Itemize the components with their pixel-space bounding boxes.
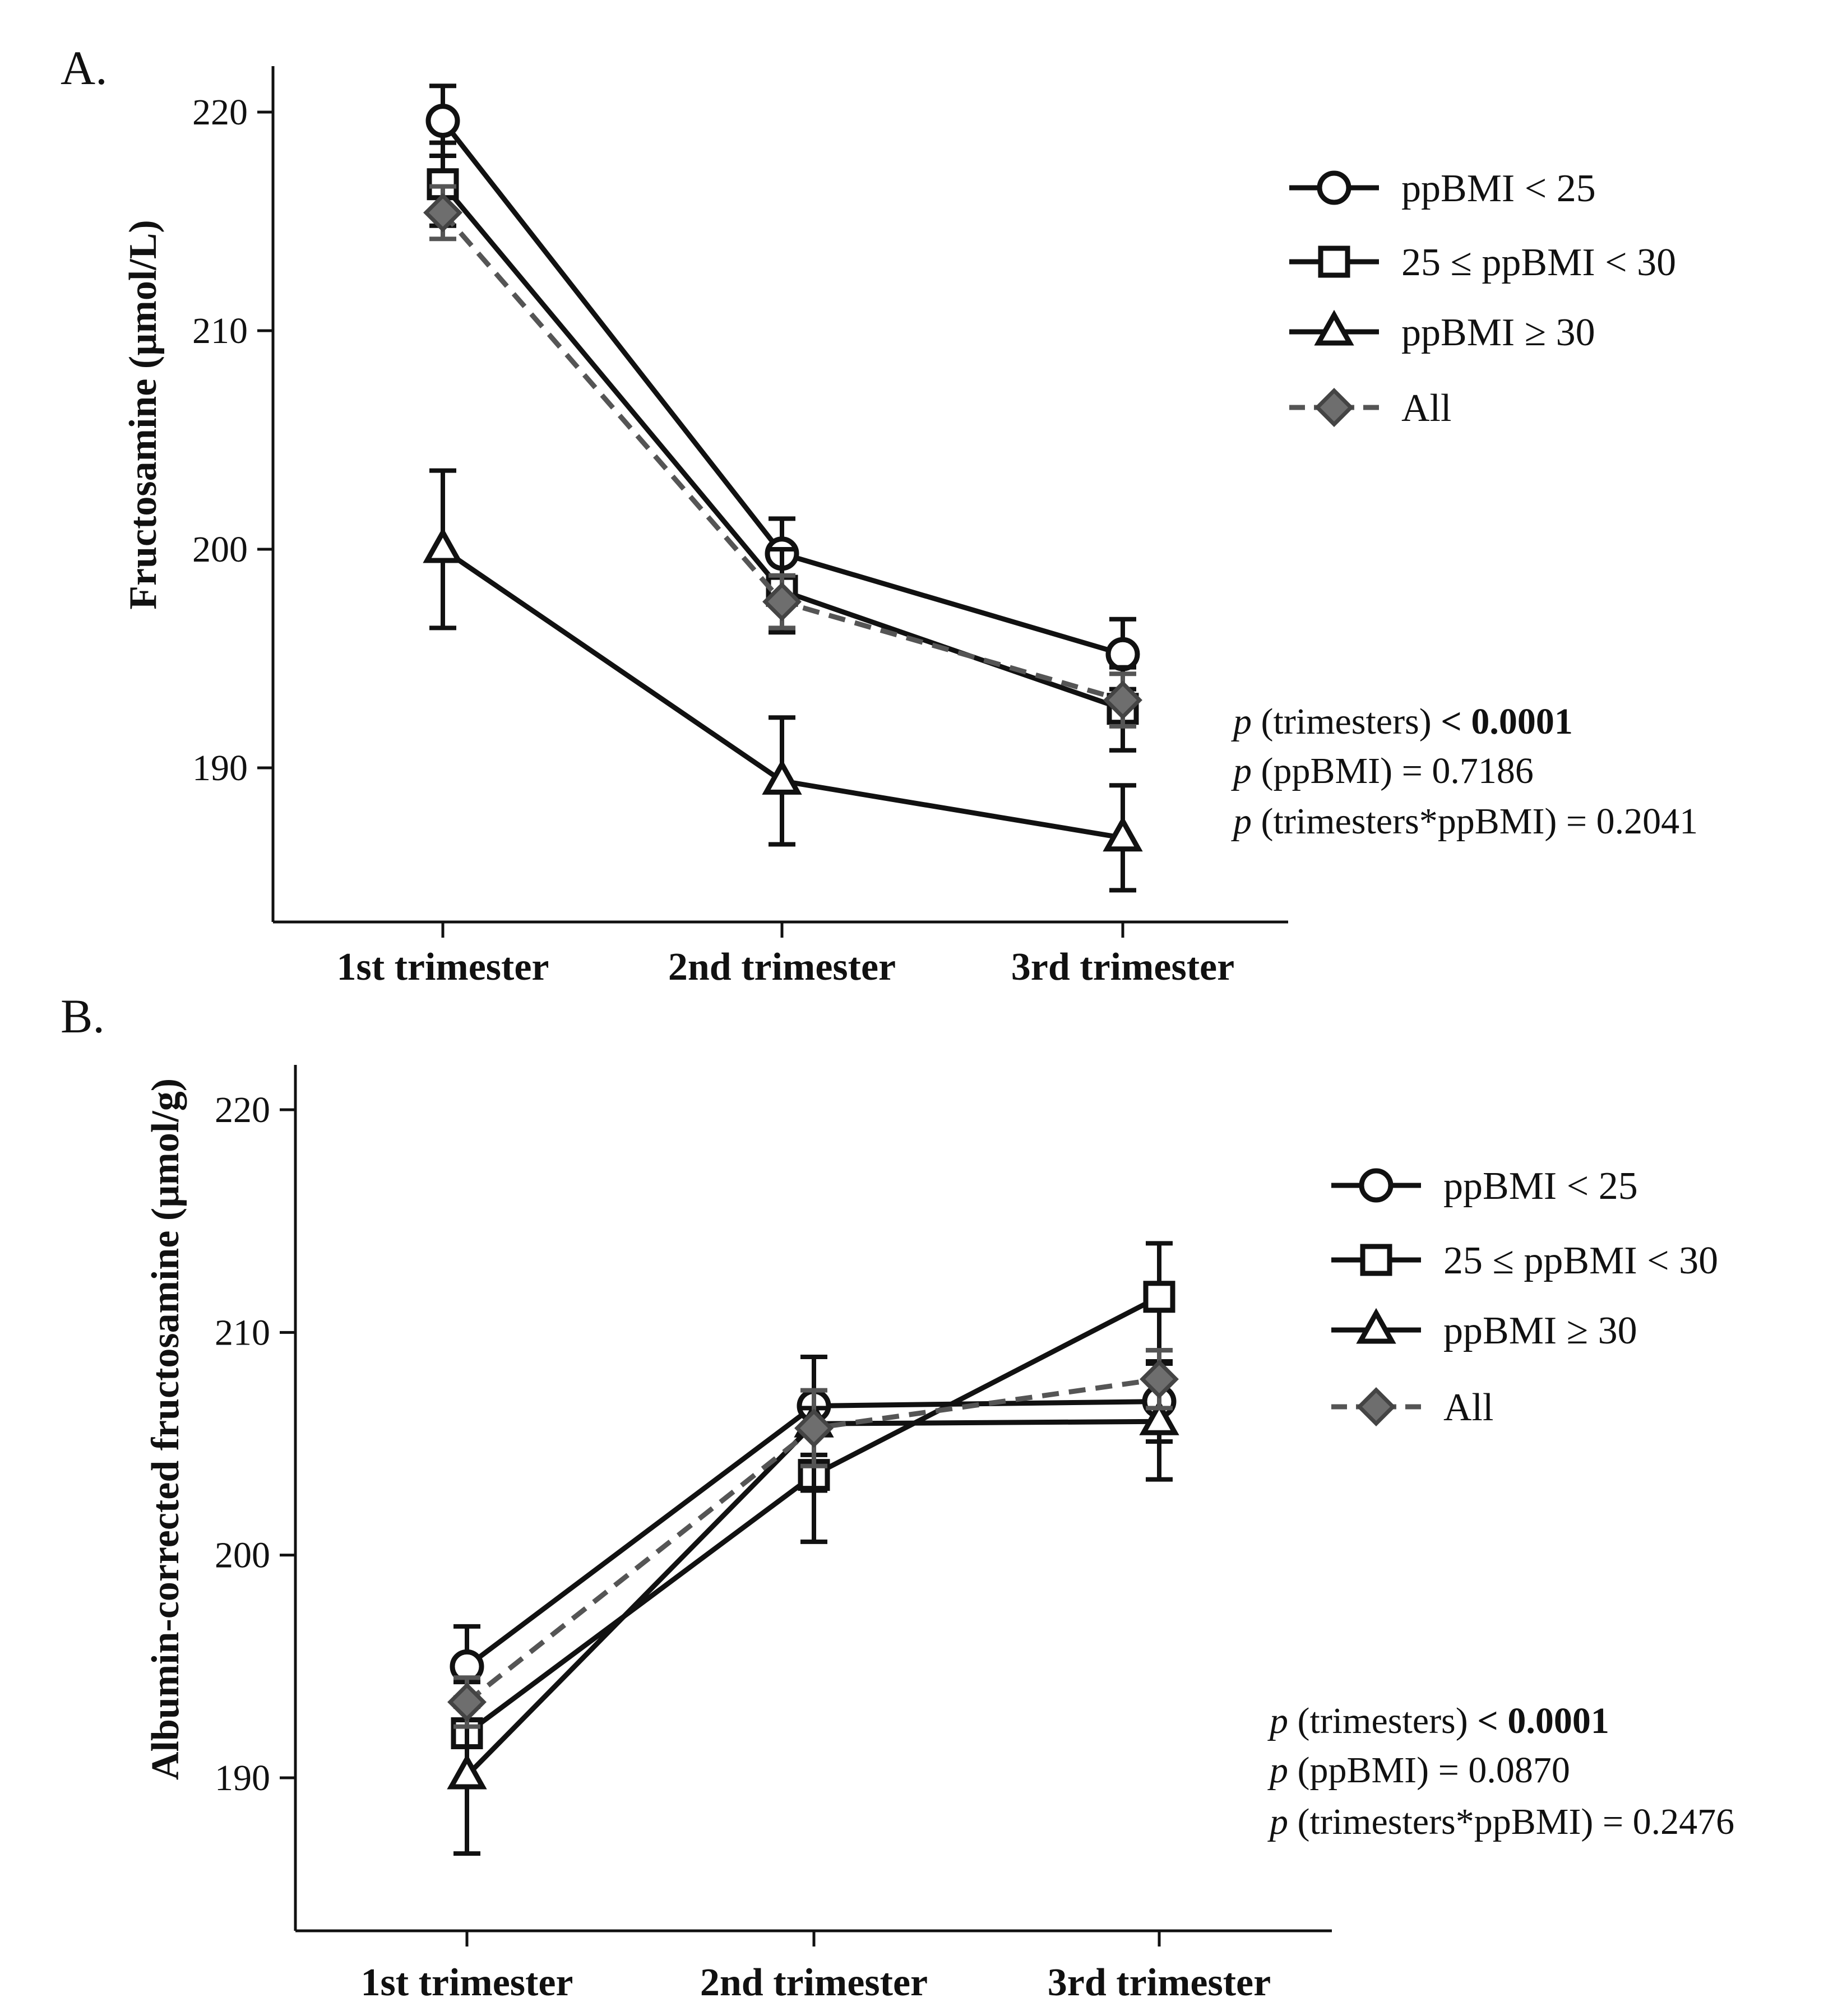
legend-marker [1359, 1168, 1394, 1203]
legend-label: ppBMI < 25 [1401, 167, 1596, 210]
y-tick-label: 210 [192, 310, 248, 351]
legend-label: 25 ≤ ppBMI < 30 [1401, 241, 1676, 284]
data-point [423, 527, 463, 563]
y-axis-label: Albumin-corrected fructosamine (µmol/g) [144, 1078, 187, 1780]
stat-label: (trimesters) [1252, 701, 1441, 742]
y-tick-label: 200 [215, 1535, 270, 1576]
x-tick-label: 1st trimester [337, 946, 549, 989]
stat-p: p [1231, 750, 1252, 791]
chart-panel-b: B. 190 200 210 220 1st trimester 2nd trimester… [61, 989, 1734, 2004]
data-point [762, 759, 802, 795]
x-tick-label: 1st trimester [361, 1961, 573, 2004]
panel-label: B. [61, 989, 105, 1043]
series-diamond [423, 184, 1142, 729]
y-tick-label: 200 [192, 529, 248, 570]
stat-label: (trimesters*ppBMI) = 0.2041 [1252, 801, 1698, 842]
x-tick-label: 2nd trimester [700, 1961, 928, 2004]
data-point [762, 582, 802, 622]
legend-marker [1356, 1308, 1396, 1344]
stat-line: p (ppBMI) = 0.7186 [1231, 750, 1534, 791]
stat-line: p (trimesters*ppBMI) = 0.2476 [1267, 1801, 1734, 1842]
stat-p: p [1267, 1750, 1288, 1791]
legend-label: ppBMI ≥ 30 [1443, 1309, 1637, 1352]
legend-marker [1317, 170, 1351, 205]
legend-marker [1318, 245, 1350, 278]
y-axis-label: Fructosamine (µmol/L) [122, 220, 165, 610]
series-triangle [423, 468, 1143, 893]
stat-value: < 0.0001 [1477, 1700, 1609, 1741]
y-tick-label: 190 [192, 748, 248, 789]
series-square [427, 140, 1139, 753]
data-point [1103, 680, 1142, 720]
y-tick-label: 220 [215, 1090, 270, 1130]
stat-line: p (trimesters*ppBMI) = 0.2041 [1231, 801, 1698, 842]
legend: ppBMI < 25 25 ≤ ppBMI < 30 ppBMI ≥ 30 All [1289, 167, 1676, 430]
data-point [423, 193, 462, 233]
panel-label: A. [61, 41, 108, 95]
y-tick-label: 220 [192, 92, 248, 133]
stat-label: (trimesters) [1288, 1700, 1477, 1741]
legend-marker [1314, 388, 1354, 427]
legend-marker [1357, 1387, 1396, 1426]
legend-label: ppBMI ≥ 30 [1401, 311, 1595, 354]
stat-p: p [1267, 1700, 1288, 1741]
legend-label: ppBMI < 25 [1443, 1165, 1638, 1208]
x-tick-label: 3rd trimester [1011, 946, 1234, 989]
chart-panel-a: A. 190 200 210 220 1st trimester 2nd trimester… [61, 41, 1698, 989]
stat-p: p [1267, 1801, 1288, 1842]
data-point [447, 1753, 487, 1790]
data-point [1139, 1399, 1179, 1435]
legend-label: All [1443, 1386, 1493, 1429]
x-tick-label: 2nd trimester [668, 946, 896, 989]
data-point [794, 1408, 834, 1448]
legend-label: 25 ≤ ppBMI < 30 [1443, 1239, 1718, 1282]
legend-marker [1360, 1244, 1392, 1276]
data-point [425, 104, 460, 138]
series-square [451, 1241, 1175, 1787]
y-tick-label: 210 [215, 1312, 270, 1353]
y-tick-label: 190 [215, 1758, 270, 1799]
stat-label: (ppBMI) = 0.0870 [1288, 1750, 1570, 1791]
stat-line: p (trimesters) < 0.0001 [1231, 701, 1573, 742]
data-point [447, 1682, 487, 1722]
data-point [1105, 637, 1140, 671]
stat-p: p [1231, 801, 1252, 842]
stat-label: (ppBMI) = 0.7186 [1252, 750, 1534, 791]
series-diamond [447, 1348, 1179, 1729]
stat-p: p [1231, 701, 1252, 742]
stat-label: (trimesters*ppBMI) = 0.2476 [1288, 1801, 1734, 1842]
x-tick-label: 3rd trimester [1048, 1961, 1271, 2004]
stat-value: < 0.0001 [1441, 701, 1573, 742]
stat-line: p (ppBMI) = 0.0870 [1267, 1750, 1570, 1791]
data-point [1143, 1281, 1175, 1313]
data-point [1140, 1359, 1179, 1399]
legend-label: All [1401, 387, 1451, 430]
legend: ppBMI < 25 25 ≤ ppBMI < 30 ppBMI ≥ 30 All [1331, 1165, 1718, 1429]
legend-marker [1314, 309, 1354, 346]
data-point [1103, 815, 1143, 852]
stat-line: p (trimesters) < 0.0001 [1267, 1700, 1609, 1741]
